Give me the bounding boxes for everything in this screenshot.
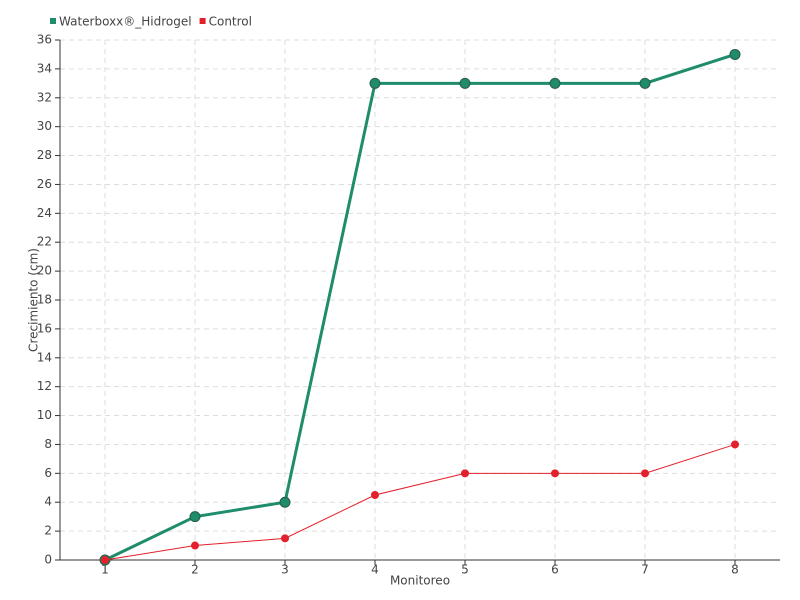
x-tick-label: 4	[371, 563, 379, 577]
x-tick-label: 1	[101, 563, 109, 577]
data-point	[639, 77, 651, 89]
x-tick-label: 8	[731, 563, 739, 577]
series-line	[104, 53, 736, 562]
y-tick-label: 2	[44, 524, 52, 538]
y-tick-label: 6	[44, 466, 52, 480]
y-axis-title: Crecimiento (cm)	[27, 248, 41, 352]
data-point	[279, 496, 291, 508]
legend-label: Control	[209, 15, 252, 29]
y-tick-label: 30	[37, 119, 52, 133]
series-line	[104, 443, 736, 561]
y-tick-label: 26	[37, 177, 52, 191]
x-tick-label: 6	[551, 563, 559, 577]
y-tick-label: 16	[37, 321, 52, 335]
data-point	[189, 511, 201, 523]
data-point	[551, 469, 559, 478]
y-tick-label: 34	[37, 61, 52, 75]
legend-label: Waterboxx®_Hidrogel	[59, 15, 192, 29]
y-tick-label: 22	[37, 235, 52, 249]
y-tick-label: 8	[44, 437, 52, 451]
data-point	[369, 77, 381, 89]
y-tick-label: 20	[37, 264, 52, 278]
data-point	[549, 77, 561, 89]
y-tick-label: 12	[37, 379, 52, 393]
y-tick-label: 18	[37, 293, 52, 307]
x-tick-label: 5	[461, 563, 469, 577]
x-tick-label: 3	[281, 563, 289, 577]
y-tick-label: 28	[37, 148, 52, 162]
data-point	[461, 469, 469, 478]
data-point	[459, 77, 471, 89]
data-point	[281, 534, 289, 543]
x-tick-label: 2	[191, 563, 199, 577]
data-point	[191, 541, 199, 550]
y-tick-label: 24	[37, 206, 52, 220]
data-point	[729, 48, 741, 60]
legend-marker	[50, 18, 56, 24]
y-tick-label: 10	[37, 408, 52, 422]
data-point	[371, 491, 379, 499]
y-tick-label: 32	[37, 90, 52, 104]
y-tick-label: 0	[44, 553, 52, 567]
y-tick-label: 36	[37, 33, 52, 47]
y-tick-label: 14	[37, 350, 52, 364]
data-point	[101, 556, 109, 564]
x-axis-title: Monitoreo	[390, 574, 450, 588]
y-tick-label: 4	[44, 495, 52, 509]
data-point	[641, 469, 649, 478]
x-tick-label: 7	[641, 563, 649, 577]
data-point	[731, 440, 739, 449]
legend-marker	[199, 18, 206, 24]
